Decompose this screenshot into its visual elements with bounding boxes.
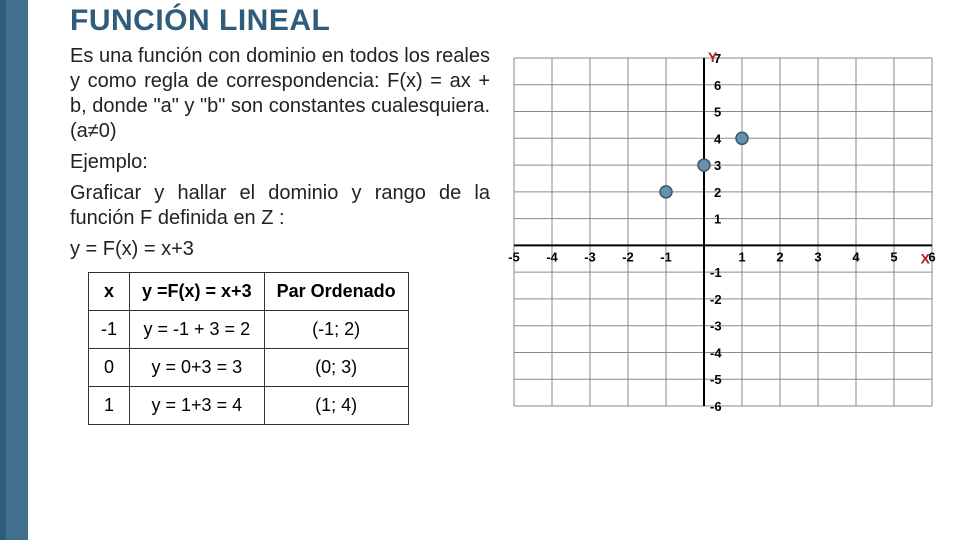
content-area: FUNCIÓN LINEAL Es una función con domini… bbox=[70, 4, 950, 530]
svg-text:5: 5 bbox=[714, 105, 721, 120]
svg-text:1: 1 bbox=[714, 212, 721, 227]
left-accent-bar-inner bbox=[6, 0, 28, 540]
table-row: 1 y = 1+3 = 4 (1; 4) bbox=[89, 387, 409, 425]
example-text-1: Graficar y hallar el dominio y rango de … bbox=[70, 181, 490, 231]
svg-text:4: 4 bbox=[714, 131, 722, 146]
svg-text:-4: -4 bbox=[546, 249, 558, 264]
table-header: y =F(x) = x+3 bbox=[130, 273, 265, 311]
left-column: Es una función con dominio en todos los … bbox=[70, 44, 490, 425]
svg-text:-1: -1 bbox=[660, 249, 672, 264]
definition-paragraph: Es una función con dominio en todos los … bbox=[70, 44, 490, 144]
svg-text:Y: Y bbox=[708, 52, 718, 65]
svg-text:-5: -5 bbox=[508, 249, 520, 264]
example-label: Ejemplo: bbox=[70, 150, 490, 175]
table-header-row: x y =F(x) = x+3 Par Ordenado bbox=[89, 273, 409, 311]
table-cell: y = 0+3 = 3 bbox=[130, 349, 265, 387]
svg-text:1: 1 bbox=[738, 249, 745, 264]
linear-function-chart: -5-4-3-2-11234561234567-1-2-3-4-5-6YX bbox=[508, 52, 938, 412]
values-table: x y =F(x) = x+3 Par Ordenado -1 y = -1 +… bbox=[88, 272, 409, 425]
table-cell: -1 bbox=[89, 311, 130, 349]
table-cell: y = -1 + 3 = 2 bbox=[130, 311, 265, 349]
slide: FUNCIÓN LINEAL Es una función con domini… bbox=[0, 0, 960, 540]
table-row: 0 y = 0+3 = 3 (0; 3) bbox=[89, 349, 409, 387]
table-cell: 1 bbox=[89, 387, 130, 425]
table-cell: (1; 4) bbox=[264, 387, 408, 425]
svg-text:-4: -4 bbox=[710, 345, 722, 360]
page-title: FUNCIÓN LINEAL bbox=[70, 4, 950, 38]
svg-text:2: 2 bbox=[714, 185, 721, 200]
table-row: -1 y = -1 + 3 = 2 (-1; 2) bbox=[89, 311, 409, 349]
table-cell: 0 bbox=[89, 349, 130, 387]
svg-text:-5: -5 bbox=[710, 372, 722, 387]
svg-text:3: 3 bbox=[714, 158, 721, 173]
svg-text:-3: -3 bbox=[584, 249, 596, 264]
svg-text:-1: -1 bbox=[710, 265, 722, 280]
table-cell: (0; 3) bbox=[264, 349, 408, 387]
svg-text:3: 3 bbox=[814, 249, 821, 264]
body-row: Es una función con dominio en todos los … bbox=[70, 44, 950, 425]
svg-text:X: X bbox=[921, 250, 931, 266]
svg-text:4: 4 bbox=[852, 249, 860, 264]
svg-text:2: 2 bbox=[776, 249, 783, 264]
table-cell: (-1; 2) bbox=[264, 311, 408, 349]
table-header: Par Ordenado bbox=[264, 273, 408, 311]
table-header: x bbox=[89, 273, 130, 311]
example-text-2: y = F(x) = x+3 bbox=[70, 237, 490, 262]
svg-text:5: 5 bbox=[890, 249, 897, 264]
svg-text:-2: -2 bbox=[622, 249, 634, 264]
table-cell: y = 1+3 = 4 bbox=[130, 387, 265, 425]
chart-container: -5-4-3-2-11234561234567-1-2-3-4-5-6YX bbox=[508, 52, 938, 412]
right-column: -5-4-3-2-11234561234567-1-2-3-4-5-6YX bbox=[508, 44, 950, 425]
svg-text:-2: -2 bbox=[710, 292, 722, 307]
svg-text:-3: -3 bbox=[710, 319, 722, 334]
svg-text:-6: -6 bbox=[710, 399, 722, 412]
svg-text:6: 6 bbox=[714, 78, 721, 93]
